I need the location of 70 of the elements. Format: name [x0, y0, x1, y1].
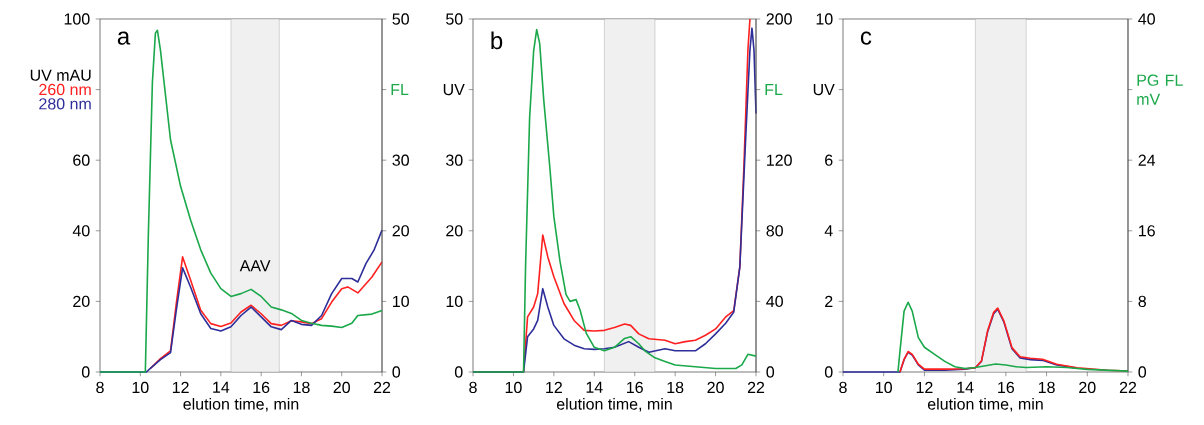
y2-tick-label: 0 [1138, 366, 1147, 378]
x-tick-label: 10 [505, 381, 522, 394]
y-axis-title: UV [443, 84, 465, 96]
y-axis-title: UV [813, 84, 835, 96]
x-tick-label: 12 [546, 381, 562, 393]
x-tick-label: 10 [876, 381, 892, 394]
x-tick-label: 16 [998, 381, 1015, 394]
y2-tick-label: 40 [1138, 13, 1155, 25]
x-tick-label: 18 [1038, 381, 1055, 394]
y-tick-label: 2 [825, 295, 833, 307]
x-tick-label: 18 [667, 381, 684, 394]
y-axis-title: UV mAU [30, 69, 91, 81]
y2-axis-title: FL [391, 84, 409, 96]
x-tick-label: 16 [253, 381, 270, 394]
y-tick-label: 0 [454, 366, 463, 378]
x-axis-title: elution time, min [183, 397, 299, 412]
x-tick-label: 8 [469, 381, 477, 394]
x-tick-label: 10 [132, 381, 149, 394]
text: 260 nm [39, 83, 91, 96]
y-tick-label: 20 [446, 225, 463, 237]
x-tick-label: 22 [373, 381, 391, 393]
band-label: AAV [239, 260, 271, 272]
line-series [99, 29, 383, 373]
y2-tick-label: 20 [392, 225, 409, 237]
y-tick-label: 0 [824, 366, 833, 378]
y2-axis-title: FL [765, 84, 783, 96]
x-axis-title: elution time, min [556, 397, 672, 412]
x-tick-label: 14 [213, 381, 230, 393]
y-tick-label: 10 [446, 295, 463, 308]
y-tick-label: 50 [446, 13, 463, 25]
x-tick-label: 18 [293, 381, 310, 394]
y2-tick-label: 10 [393, 295, 409, 308]
y-tick-label: 100 [64, 13, 90, 25]
x-tick-label: 16 [627, 381, 643, 394]
y-tick-label: 0 [81, 366, 90, 378]
x-tick-label: 12 [172, 381, 189, 393]
y-tick-label: 10 [816, 13, 833, 25]
y2-tick-label: 16 [1139, 225, 1155, 237]
y-tick-label: 4 [824, 225, 833, 237]
x-tick-label: 20 [707, 381, 724, 394]
chart-title: c [860, 31, 872, 45]
y2-tick-label: 0 [392, 366, 401, 378]
y-tick-label: 6 [825, 154, 833, 166]
y-tick-label: 60 [73, 154, 90, 166]
y-tick-label: 40 [72, 225, 90, 237]
chart-title: b [491, 31, 503, 50]
y2-tick-label: 80 [766, 225, 783, 237]
chart-title: a [117, 31, 131, 45]
y2-tick-label: 40 [766, 295, 783, 308]
y2-tick-label: 200 [766, 13, 792, 25]
y2-tick-label: 24 [1138, 154, 1156, 166]
y2-tick-label: 30 [392, 154, 409, 166]
y2-tick-label: 50 [392, 13, 409, 25]
y2-tick-label: 0 [766, 366, 775, 378]
y2-tick-label: 120 [767, 154, 792, 166]
y2-tick-label: 8 [1138, 295, 1146, 308]
text: 280 nm [39, 98, 91, 110]
x-tick-label: 20 [333, 381, 350, 394]
y-tick-label: 30 [446, 154, 463, 166]
x-tick-label: 20 [1079, 381, 1096, 394]
y2-axis-title: PG FL mV [1137, 74, 1183, 105]
x-tick-label: 8 [839, 381, 847, 394]
x-tick-label: 22 [1119, 381, 1137, 393]
x-tick-label: 14 [586, 381, 603, 393]
x-tick-label: 8 [96, 381, 104, 394]
x-tick-label: 14 [957, 381, 974, 393]
y-tick-label: 20 [73, 295, 90, 308]
x-axis-title: elution time, min [927, 397, 1043, 412]
x-tick-label: 22 [747, 381, 765, 393]
x-tick-label: 12 [916, 381, 933, 393]
